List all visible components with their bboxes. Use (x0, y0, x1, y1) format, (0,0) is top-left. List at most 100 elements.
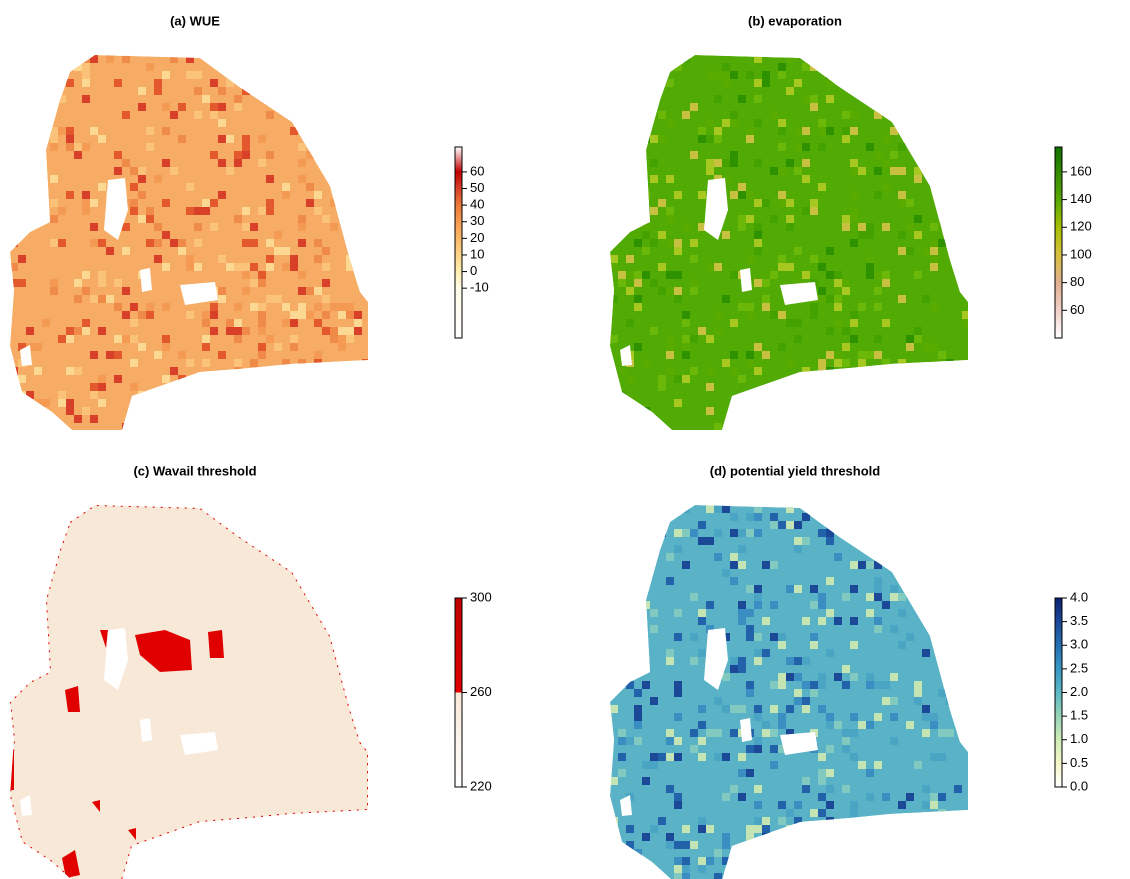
raster-cell (234, 151, 242, 159)
raster-cell (306, 391, 314, 399)
raster-cell (10, 399, 18, 407)
raster-cell (114, 351, 122, 359)
raster-cell (234, 391, 242, 399)
raster-cell (674, 63, 682, 71)
raster-cell (298, 271, 306, 279)
raster-cell (898, 79, 906, 87)
raster-cell (666, 79, 674, 87)
raster-cell (178, 247, 186, 255)
raster-cell (266, 111, 274, 119)
raster-cell (642, 681, 650, 689)
threshold-patch (128, 828, 136, 840)
raster-cell (650, 239, 658, 247)
raster-cell (786, 383, 794, 391)
raster-cell (90, 55, 98, 63)
raster-cell (650, 625, 658, 633)
raster-cell (314, 367, 322, 375)
raster-cell (962, 127, 968, 135)
raster-cell (962, 873, 968, 879)
raster-cell (922, 505, 930, 513)
raster-cell (882, 359, 890, 367)
raster-cell (650, 753, 658, 761)
raster-cell (618, 279, 626, 287)
raster-cell (266, 255, 274, 263)
raster-cell (850, 801, 858, 809)
raster-cell (690, 367, 698, 375)
raster-cell (874, 625, 882, 633)
raster-cell (10, 415, 18, 423)
raster-cell (882, 697, 890, 705)
raster-cell (122, 111, 130, 119)
raster-cell (66, 327, 74, 335)
raster-cell (730, 271, 738, 279)
raster-cell (930, 255, 938, 263)
raster-cell (290, 311, 298, 319)
raster-cell (826, 521, 834, 529)
raster-cell (618, 271, 626, 279)
raster-cell (618, 609, 626, 617)
raster-cell (938, 585, 946, 593)
raster-cell (770, 729, 778, 737)
raster-cell (770, 423, 778, 430)
raster-cell (18, 207, 26, 215)
raster-cell (946, 359, 954, 367)
raster-cell (322, 415, 330, 423)
raster-cell (930, 521, 938, 529)
raster-cell (730, 159, 738, 167)
raster-cell (730, 71, 738, 79)
raster-cell (890, 127, 898, 135)
raster-cell (298, 287, 306, 295)
raster-cell (922, 513, 930, 521)
raster-cell (850, 383, 858, 391)
raster-cell (10, 63, 18, 71)
raster-cell (898, 833, 906, 841)
raster-cell (738, 769, 746, 777)
raster-cell (634, 111, 642, 119)
raster-cell (130, 335, 138, 343)
raster-cell (946, 641, 954, 649)
raster-cell (946, 553, 954, 561)
raster-cell (850, 849, 858, 857)
threshold-patch (208, 630, 224, 658)
raster-cell (722, 63, 730, 71)
raster-cell (82, 191, 90, 199)
raster-cell (882, 681, 890, 689)
raster-cell (162, 231, 170, 239)
raster-cell (714, 423, 722, 430)
raster-cell (50, 239, 58, 247)
raster-cell (618, 769, 626, 777)
raster-cell (698, 609, 706, 617)
raster-cell (818, 593, 826, 601)
raster-cell (130, 183, 138, 191)
raster-cell (754, 649, 762, 657)
raster-cell (50, 79, 58, 87)
raster-cell (66, 367, 74, 375)
raster-cell (834, 359, 842, 367)
raster-cell (802, 175, 810, 183)
raster-cell (18, 375, 26, 383)
raster-cell (922, 705, 930, 713)
raster-cell (778, 633, 786, 641)
raster-cell (802, 681, 810, 689)
raster-cell (786, 159, 794, 167)
raster-cell (282, 319, 290, 327)
raster-cell (618, 673, 626, 681)
raster-cell (826, 327, 834, 335)
raster-cell (690, 657, 698, 665)
raster-cell (202, 207, 210, 215)
raster-cell (786, 55, 794, 63)
raster-cell (250, 239, 258, 247)
raster-cell (786, 705, 794, 713)
raster-cell (786, 223, 794, 231)
raster-cell (738, 545, 746, 553)
raster-cell (706, 71, 714, 79)
raster-cell (666, 287, 674, 295)
raster-cell (82, 271, 90, 279)
raster-cell (754, 817, 762, 825)
raster-cell (882, 601, 890, 609)
raster-cell (754, 247, 762, 255)
raster-cell (274, 231, 282, 239)
raster-cell (882, 545, 890, 553)
raster-cell (714, 505, 722, 513)
raster-cell (146, 215, 154, 223)
